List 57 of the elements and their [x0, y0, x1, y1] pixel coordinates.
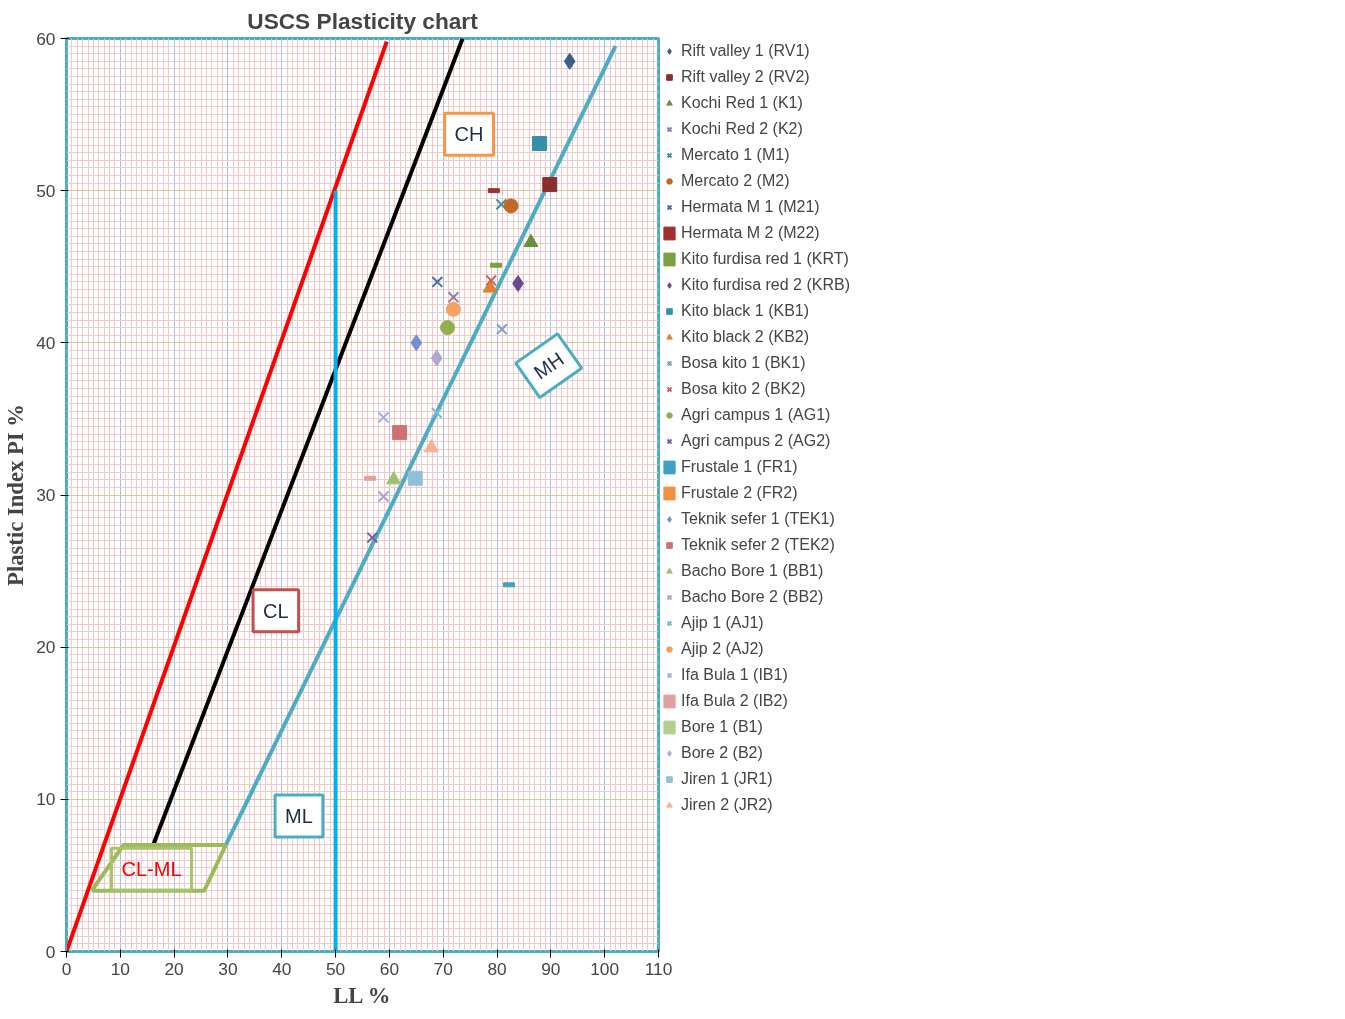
x-tick-label: 40	[272, 958, 292, 979]
y-tick-label: 0	[45, 941, 56, 962]
x-tick-label: 90	[541, 958, 561, 979]
y-tick-label: 10	[36, 789, 56, 810]
x-tick-label: 30	[218, 958, 238, 979]
legend-label: Ajip 2 (AJ2)	[681, 640, 764, 658]
legend-label: Ajip 1 (AJ1)	[681, 614, 764, 632]
legend-label: Agri campus 1 (AG1)	[681, 406, 831, 424]
legend-label: Ifa Bula 2 (IB2)	[681, 692, 788, 710]
annotation: MH	[529, 347, 568, 384]
legend-label: Kochi Red 1 (K1)	[681, 94, 803, 112]
x-tick-label: 100	[590, 958, 620, 979]
legend-label: Agri campus 2 (AG2)	[681, 432, 831, 450]
y-axis-title: Plastic Index PI %	[3, 404, 29, 586]
legend-label: Kito furdisa red 2 (KRB)	[681, 276, 850, 294]
legend-label: Teknik sefer 2 (TEK2)	[681, 536, 835, 554]
legend-label: Rift valley 1 (RV1)	[681, 42, 810, 60]
legend-label: Bacho Bore 1 (BB1)	[681, 562, 824, 580]
legend-label: Ifa Bula 1 (IB1)	[681, 666, 788, 684]
legend-label: Bosa kito 1 (BK1)	[681, 354, 806, 372]
annotation: CH	[454, 123, 484, 146]
legend-label: Rift valley 2 (RV2)	[681, 68, 810, 86]
legend-label: Bore 2 (B2)	[681, 744, 763, 762]
legend-label: Frustale 2 (FR2)	[681, 484, 798, 502]
x-tick-label: 70	[433, 958, 453, 979]
legend-label: Hermata M 1 (M21)	[681, 198, 820, 216]
legend-label: Hermata M 2 (M22)	[681, 224, 820, 242]
legend-label: Mercato 2 (M2)	[681, 172, 790, 190]
legend-label: Kito furdisa red 1 (KRT)	[681, 250, 849, 268]
x-tick-label: 10	[110, 958, 130, 979]
legend-label: Kochi Red 2 (K2)	[681, 120, 803, 138]
x-tick-label: 50	[325, 958, 346, 979]
legend-label: Frustale 1 (FR1)	[681, 458, 798, 476]
legend-label: Jiren 1 (JR1)	[681, 770, 773, 788]
x-tick-label: 20	[164, 958, 184, 979]
legend-label: Bosa kito 2 (BK2)	[681, 380, 806, 398]
x-tick-label: 80	[487, 958, 507, 979]
y-tick-label: 60	[36, 28, 56, 49]
annotation: CL-ML	[121, 858, 182, 881]
x-tick-label: 0	[61, 958, 72, 979]
legend-label: Teknik sefer 1 (TEK1)	[681, 510, 835, 528]
chart-title: USCS Plasticity chart	[247, 7, 479, 34]
legend-label: Bacho Bore 2 (BB2)	[681, 588, 824, 606]
legend-label: Bore 1 (B1)	[681, 718, 763, 736]
annotation: CL	[263, 599, 289, 622]
legend-label: Mercato 1 (M1)	[681, 146, 790, 164]
annotation: ML	[285, 805, 313, 828]
y-tick-label: 30	[36, 485, 56, 505]
y-tick-label: 40	[36, 332, 56, 353]
legend-label: Kito black 1 (KB1)	[681, 302, 810, 320]
y-tick-label: 20	[36, 637, 56, 658]
legend-label: Kito black 2 (KB2)	[681, 328, 810, 346]
y-tick-label: 50	[36, 180, 56, 201]
x-axis-title: LL %	[333, 982, 391, 1008]
x-tick-label: 60	[379, 958, 400, 979]
x-tick-label: 110	[644, 958, 673, 979]
legend-label: Jiren 2 (JR2)	[681, 796, 773, 814]
